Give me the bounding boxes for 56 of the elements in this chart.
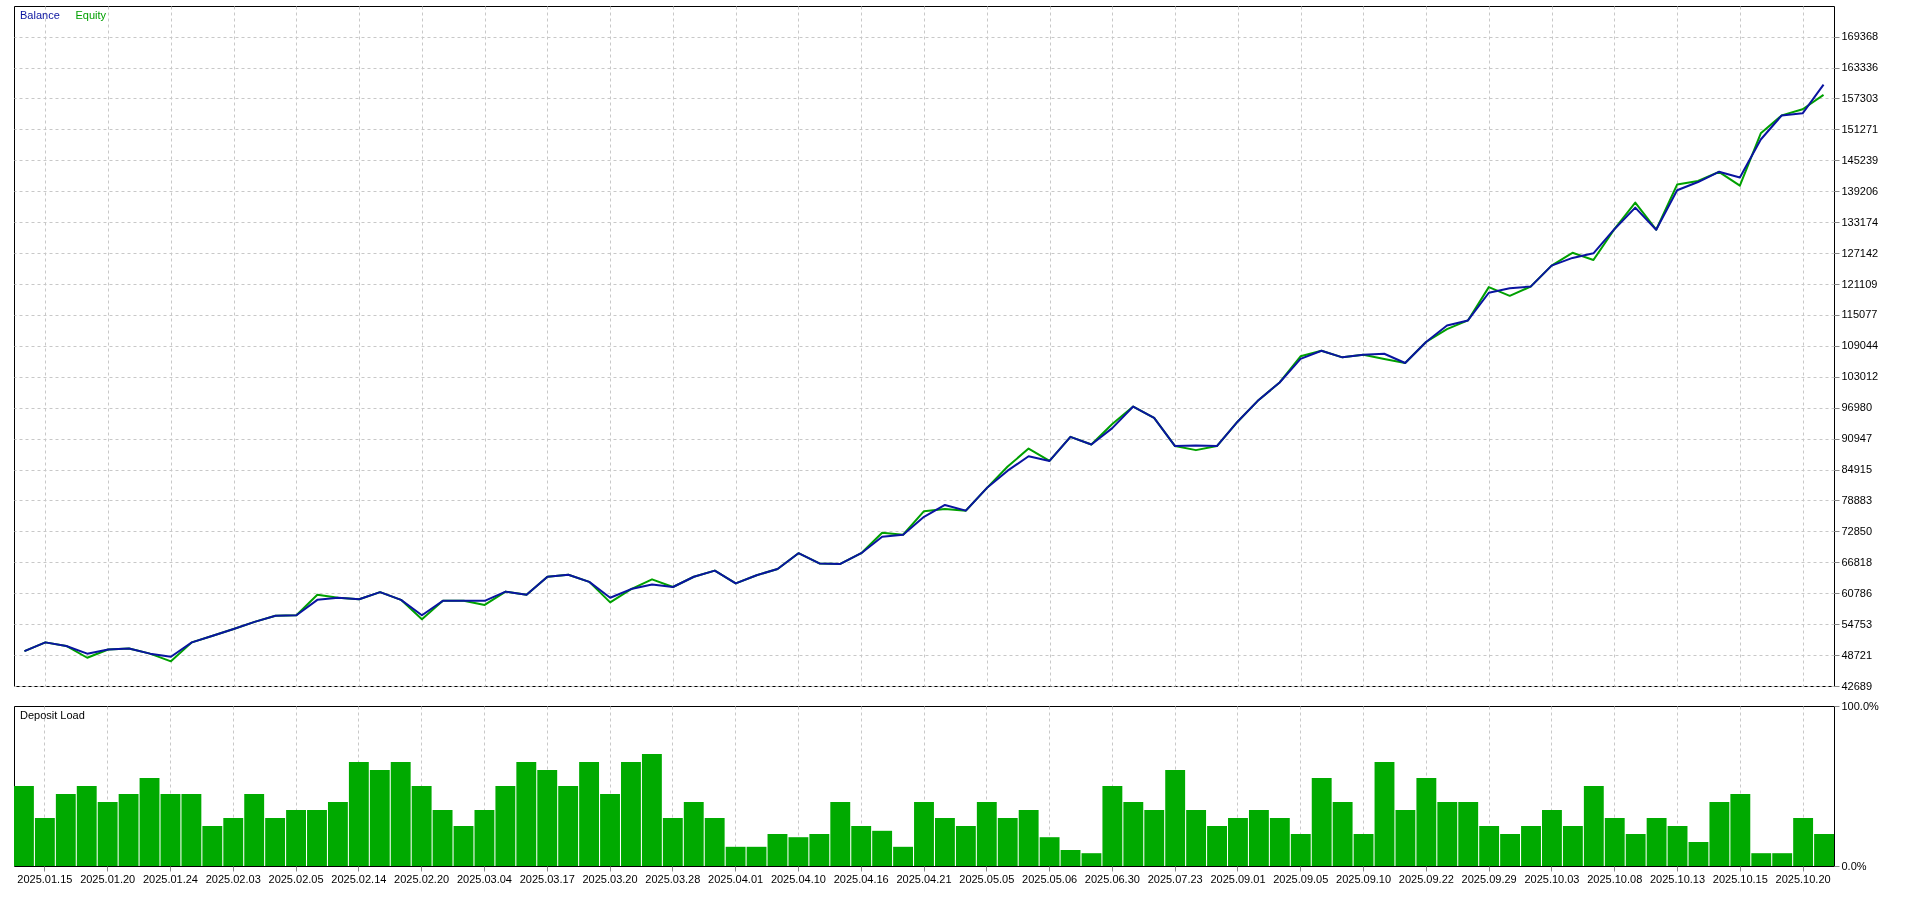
- x-tick-label: 2025.02.20: [394, 872, 450, 885]
- x-tick-label: 2025.03.20: [582, 872, 638, 885]
- y-tick-label: 100.0%: [1841, 699, 1880, 712]
- x-tick-label: 2025.10.08: [1587, 872, 1643, 885]
- x-tick-label: 2025.04.10: [770, 872, 826, 885]
- x-tick-label: 2025.09.01: [1210, 872, 1266, 885]
- text: Equity: [75, 9, 107, 21]
- text: Balance: [20, 9, 60, 21]
- y-tick-label: 54753: [1841, 617, 1873, 630]
- x-tick-label: 2025.03.04: [456, 872, 512, 885]
- y-tick-label: 48721: [1841, 648, 1873, 661]
- x-tick-label: 2025.04.16: [833, 872, 889, 885]
- x-tick-label: 2025.04.01: [708, 872, 764, 885]
- y-tick-label: 0.0%: [1841, 859, 1867, 872]
- x-tick-label: 2025.07.23: [1147, 872, 1203, 885]
- y-tick-label: 157303: [1841, 91, 1879, 104]
- x-tick-label: 2025.09.05: [1273, 872, 1329, 885]
- x-tick-label: 2025.01.24: [142, 872, 198, 885]
- y-tick-label: 103012: [1841, 370, 1879, 383]
- y-tick-label: 139206: [1841, 184, 1879, 197]
- x-tick-label: 2025.03.28: [645, 872, 701, 885]
- y-tick-label: 127142: [1841, 246, 1879, 259]
- x-tick-label: 2025.01.20: [80, 872, 136, 885]
- x-tick-label: 2025.10.03: [1524, 872, 1580, 885]
- y-tick-label: 84915: [1841, 463, 1873, 476]
- y-tick-label: 151271: [1841, 122, 1879, 135]
- x-tick-label: 2025.10.13: [1650, 872, 1706, 885]
- x-tick-label: 2025.02.05: [268, 872, 324, 885]
- x-tick-label: 2025.05.06: [1022, 872, 1078, 885]
- y-tick-label: 163336: [1841, 61, 1879, 74]
- x-tick-label: 2025.10.20: [1775, 872, 1831, 885]
- x-tick-label: 2025.06.30: [1084, 872, 1140, 885]
- x-tick-label: 2025.03.17: [519, 872, 575, 885]
- x-tick-label: 2025.01.15: [17, 872, 73, 885]
- y-tick-label: 90947: [1841, 432, 1873, 445]
- y-tick-label: 42689: [1841, 679, 1873, 692]
- x-tick-label: 2025.04.21: [896, 872, 952, 885]
- chart-title: Deposit Load: [20, 709, 85, 721]
- x-tick-label: 2025.10.15: [1712, 872, 1768, 885]
- x-tick-label: 2025.02.03: [205, 872, 261, 885]
- x-tick-label: 2025.02.14: [331, 872, 387, 885]
- y-tick-label: 145239: [1841, 153, 1879, 166]
- y-tick-label: 96980: [1841, 401, 1873, 414]
- y-tick-label: 133174: [1841, 215, 1879, 228]
- y-tick-label: 109044: [1841, 339, 1879, 352]
- x-tick-label: 2025.05.05: [959, 872, 1015, 885]
- y-tick-label: 78883: [1841, 493, 1873, 506]
- y-tick-label: 72850: [1841, 524, 1873, 537]
- y-tick-label: 60786: [1841, 586, 1873, 599]
- y-tick-label: 169368: [1841, 30, 1879, 43]
- y-tick-label: 66818: [1841, 555, 1873, 568]
- x-tick-label: 2025.09.10: [1336, 872, 1392, 885]
- x-tick-label: 2025.09.29: [1461, 872, 1517, 885]
- y-tick-label: 121109: [1841, 277, 1878, 290]
- x-tick-label: 2025.09.22: [1398, 872, 1454, 885]
- y-tick-label: 115077: [1841, 308, 1878, 321]
